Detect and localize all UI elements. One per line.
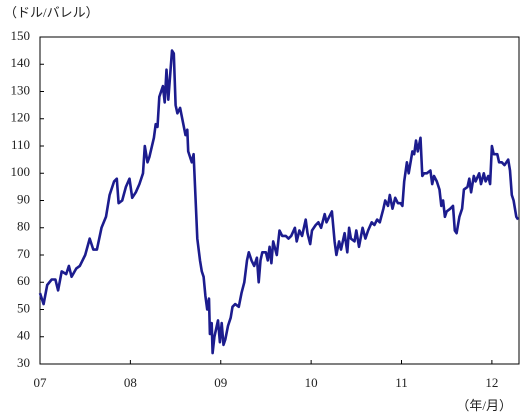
x-tick-label: 11 [395,375,408,390]
x-axis-unit: （年/月） [456,398,512,413]
x-tick-label: 08 [124,375,137,390]
x-tick-label: 10 [305,375,318,390]
y-tick-label: 90 [17,191,30,206]
y-tick-label: 40 [17,328,30,343]
y-axis-unit: （ドル/バレル） [4,5,99,20]
y-tick-label: 140 [11,55,31,70]
price-line [38,49,520,355]
y-tick-label: 70 [17,246,30,261]
x-tick-label: 07 [34,375,48,390]
x-tick-label: 09 [214,375,227,390]
y-tick-label: 150 [11,28,31,43]
y-tick-label: 50 [17,300,30,315]
y-tick-label: 130 [11,82,31,97]
y-tick-label: 60 [17,273,30,288]
x-tick-label: 12 [485,375,498,390]
y-tick-label: 30 [17,355,30,370]
y-tick-label: 110 [11,137,30,152]
y-tick-label: 80 [17,219,30,234]
plot-frame [39,36,520,365]
y-tick-label: 120 [11,110,31,125]
y-tick-label: 100 [11,164,31,179]
